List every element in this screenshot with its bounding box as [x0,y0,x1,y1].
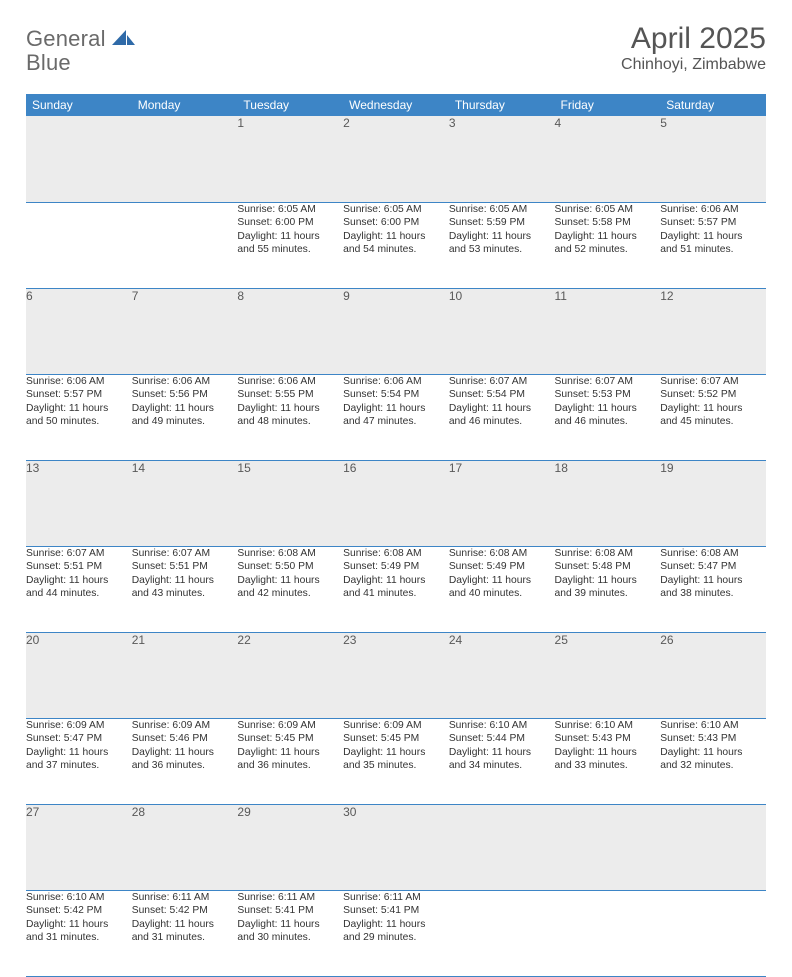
day-content-cell: Sunrise: 6:08 AMSunset: 5:49 PMDaylight:… [449,546,555,632]
day-number-cell: 21 [132,632,238,718]
day-content-cell [132,202,238,288]
day-number-cell: 8 [237,288,343,374]
day-content-cell: Sunrise: 6:07 AMSunset: 5:53 PMDaylight:… [555,374,661,460]
day-number-cell: 19 [660,460,766,546]
day-number-cell: 5 [660,116,766,202]
calendar-table: SundayMondayTuesdayWednesdayThursdayFrid… [26,94,766,977]
day-content-cell: Sunrise: 6:05 AMSunset: 5:59 PMDaylight:… [449,202,555,288]
weekday-header: Sunday [26,94,132,116]
day-number-cell: 24 [449,632,555,718]
weekday-header: Friday [555,94,661,116]
day-number-cell: 10 [449,288,555,374]
day-number-cell [660,804,766,890]
location-subtitle: Chinhoyi, Zimbabwe [621,56,766,74]
day-number-cell: 29 [237,804,343,890]
day-number-cell: 20 [26,632,132,718]
day-number-cell: 14 [132,460,238,546]
day-number-cell: 30 [343,804,449,890]
calendar-page: General April 2025 Chinhoyi, Zimbabwe Bl… [0,0,792,977]
day-number-cell: 17 [449,460,555,546]
day-content-cell: Sunrise: 6:10 AMSunset: 5:44 PMDaylight:… [449,718,555,804]
day-number-cell: 2 [343,116,449,202]
day-number-cell [555,804,661,890]
day-content-cell: Sunrise: 6:05 AMSunset: 6:00 PMDaylight:… [237,202,343,288]
day-number-cell: 18 [555,460,661,546]
day-content-cell [555,890,661,976]
day-number-cell: 1 [237,116,343,202]
day-content-cell: Sunrise: 6:05 AMSunset: 5:58 PMDaylight:… [555,202,661,288]
day-content-cell: Sunrise: 6:10 AMSunset: 5:43 PMDaylight:… [555,718,661,804]
month-title: April 2025 [621,22,766,56]
brand-sail-icon [110,27,136,52]
day-number-cell: 9 [343,288,449,374]
day-content-cell: Sunrise: 6:11 AMSunset: 5:42 PMDaylight:… [132,890,238,976]
day-content-cell: Sunrise: 6:05 AMSunset: 6:00 PMDaylight:… [343,202,449,288]
day-number-cell: 11 [555,288,661,374]
day-number-cell: 23 [343,632,449,718]
day-content-cell: Sunrise: 6:08 AMSunset: 5:50 PMDaylight:… [237,546,343,632]
title-block: April 2025 Chinhoyi, Zimbabwe [621,22,766,74]
day-number-cell: 25 [555,632,661,718]
day-content-cell: Sunrise: 6:08 AMSunset: 5:47 PMDaylight:… [660,546,766,632]
day-content-cell: Sunrise: 6:11 AMSunset: 5:41 PMDaylight:… [343,890,449,976]
day-number-cell: 28 [132,804,238,890]
day-content-cell: Sunrise: 6:07 AMSunset: 5:51 PMDaylight:… [132,546,238,632]
day-content-cell: Sunrise: 6:09 AMSunset: 5:46 PMDaylight:… [132,718,238,804]
day-number-cell: 7 [132,288,238,374]
day-content-cell: Sunrise: 6:09 AMSunset: 5:45 PMDaylight:… [237,718,343,804]
day-content-cell: Sunrise: 6:07 AMSunset: 5:54 PMDaylight:… [449,374,555,460]
day-content-cell: Sunrise: 6:10 AMSunset: 5:43 PMDaylight:… [660,718,766,804]
day-number-cell: 22 [237,632,343,718]
weekday-header: Thursday [449,94,555,116]
day-content-cell: Sunrise: 6:06 AMSunset: 5:55 PMDaylight:… [237,374,343,460]
day-number-cell: 16 [343,460,449,546]
day-number-cell: 13 [26,460,132,546]
day-number-cell: 4 [555,116,661,202]
calendar-header-row: SundayMondayTuesdayWednesdayThursdayFrid… [26,94,766,116]
day-content-cell: Sunrise: 6:06 AMSunset: 5:56 PMDaylight:… [132,374,238,460]
weekday-header: Wednesday [343,94,449,116]
day-content-cell: Sunrise: 6:08 AMSunset: 5:48 PMDaylight:… [555,546,661,632]
day-number-cell [26,116,132,202]
day-content-cell [449,890,555,976]
weekday-header: Monday [132,94,238,116]
brand-name-right: Blue [26,50,71,76]
day-number-cell: 6 [26,288,132,374]
day-content-cell [26,202,132,288]
day-number-cell: 3 [449,116,555,202]
day-content-cell: Sunrise: 6:06 AMSunset: 5:57 PMDaylight:… [660,202,766,288]
day-content-cell: Sunrise: 6:11 AMSunset: 5:41 PMDaylight:… [237,890,343,976]
day-number-cell [132,116,238,202]
day-content-cell [660,890,766,976]
day-content-cell: Sunrise: 6:06 AMSunset: 5:57 PMDaylight:… [26,374,132,460]
day-content-cell: Sunrise: 6:07 AMSunset: 5:52 PMDaylight:… [660,374,766,460]
weekday-header: Saturday [660,94,766,116]
weekday-header: Tuesday [237,94,343,116]
day-content-cell: Sunrise: 6:06 AMSunset: 5:54 PMDaylight:… [343,374,449,460]
day-number-cell: 27 [26,804,132,890]
day-content-cell: Sunrise: 6:10 AMSunset: 5:42 PMDaylight:… [26,890,132,976]
day-number-cell: 26 [660,632,766,718]
day-content-cell: Sunrise: 6:07 AMSunset: 5:51 PMDaylight:… [26,546,132,632]
day-content-cell: Sunrise: 6:09 AMSunset: 5:47 PMDaylight:… [26,718,132,804]
day-number-cell: 15 [237,460,343,546]
day-content-cell: Sunrise: 6:09 AMSunset: 5:45 PMDaylight:… [343,718,449,804]
day-number-cell: 12 [660,288,766,374]
day-content-cell: Sunrise: 6:08 AMSunset: 5:49 PMDaylight:… [343,546,449,632]
brand-name-left: General [26,26,106,52]
day-number-cell [449,804,555,890]
brand-logo: General [26,26,138,52]
